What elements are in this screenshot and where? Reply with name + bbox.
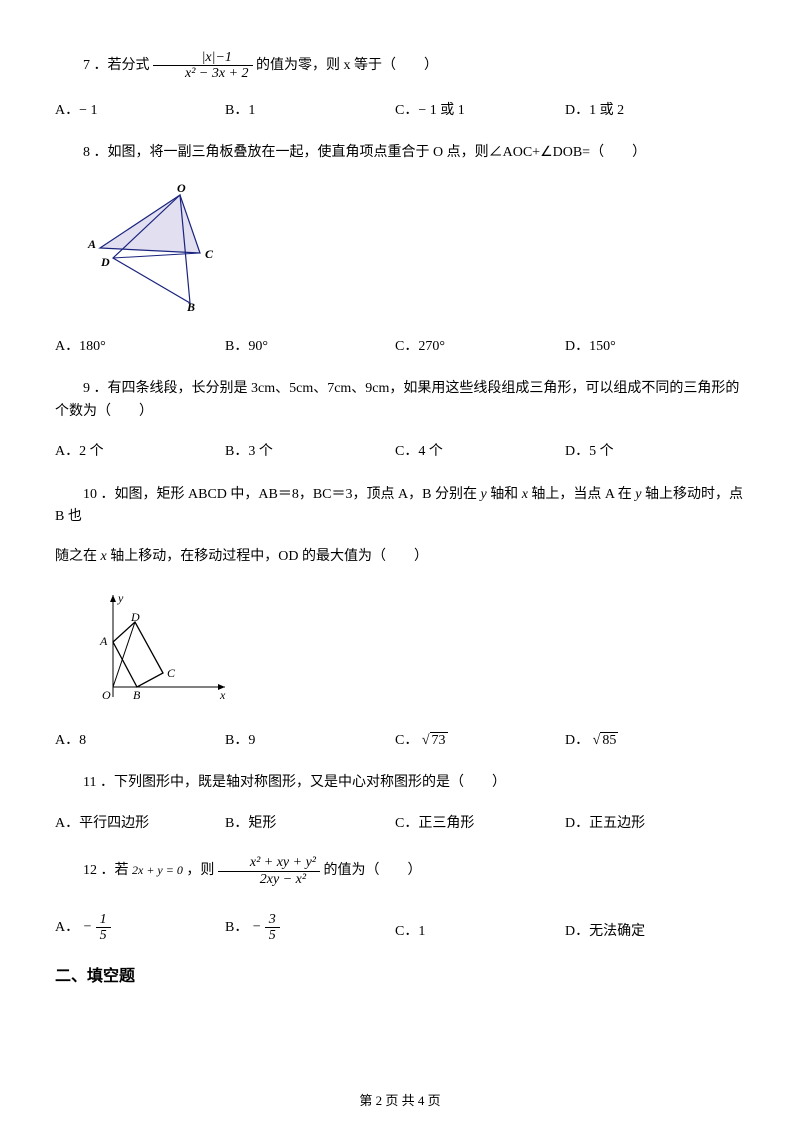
q10-label-a: A [99,634,108,648]
q12-suffix: 的值为（ ） [324,863,422,878]
q7-num: 7 [83,58,90,73]
q10-optd-sqrt: √85 [593,730,619,752]
q10-l1y: y [480,487,486,502]
q12-opta-label: A． [55,920,79,935]
q8-label-o: O [177,183,186,195]
q8-figure: O A D C B [85,183,745,321]
question-10: 10 ．如图，矩形 ABCD 中，AB＝8，BC＝3，顶点 A，B 分别在 y … [55,484,745,529]
q12-opta-frac: 1 5 [96,912,111,944]
question-7: 7 ．若分式 |x|−1 x² − 3x + 2 的值为零，则 x 等于（ ） [55,50,745,82]
q12-optb-label: B． [225,920,248,935]
q10-label-o: O [102,688,111,702]
q7-opt-c: C．− 1 或 1 [395,100,565,122]
q9-opt-d: D．5 个 [565,441,745,463]
q10-figure: y x O A D B C [85,587,745,715]
question-9: 9 ．有四条线段，长分别是 3cm、5cm、7cm、9cm，如果用这些线段组成三… [55,378,745,423]
q10-optd-prefix: D． [565,733,589,748]
q10-label-y: y [117,591,124,605]
q8-label-b: B [186,300,195,313]
q11-opt-c: C．正三角形 [395,813,565,835]
q10-rect [113,622,163,687]
q10-l1b: 轴和 [490,487,518,502]
q9-opt-c: C．4 个 [395,441,565,463]
q12-cond: 2x + y = 0 [132,863,183,877]
q12-optb-den: 5 [265,928,280,943]
q8-opt-b: B．90° [225,336,395,358]
q10-l1c: 轴上，当点 A 在 [531,487,631,502]
q10-options: A．8 B．9 C． √73 D． √85 [55,730,745,752]
q10-label-b: B [133,688,141,702]
q12-optb-frac: 3 5 [265,912,280,944]
q10-yarrow [110,595,116,602]
q7-opt-a: A．− 1 [55,100,225,122]
q10-label-c: C [167,666,176,680]
question-10-line2: 随之在 x 轴上移动，在移动过程中，OD 的最大值为（ ） [55,546,745,568]
q11-opt-a: A．平行四边形 [55,813,225,835]
q7-opt-d: D．1 或 2 [565,100,745,122]
q10-opt-d: D． √85 [565,730,745,752]
q7-options: A．− 1 B．1 C．− 1 或 1 D．1 或 2 [55,100,745,122]
q12-fraction: x² + xy + y² 2xy − x² [218,855,320,887]
q7-frac-num: |x|−1 [153,50,253,66]
q12-optb-num: 3 [265,912,280,928]
q11-options: A．平行四边形 B．矩形 C．正三角形 D．正五边形 [55,813,745,835]
q9-opt-b: B．3 个 [225,441,395,463]
q7-frac-den: x² − 3x + 2 [153,66,253,81]
q10-l1a: 10 ．如图，矩形 ABCD 中，AB＝8，BC＝3，顶点 A，B 分别在 [83,487,477,502]
question-11: 11 ．下列图形中，既是轴对称图形，又是中心对称图形的是（ ） [55,772,745,794]
q8-label-d: D [100,255,110,269]
question-8: 8 ．如图，将一副三角板叠放在一起，使直角项点重合于 O 点，则∠AOC+∠DO… [55,142,745,164]
q10-l1x: x [522,487,528,502]
q9-options: A．2 个 B．3 个 C．4 个 D．5 个 [55,441,745,463]
q12-opt-a: A． − 1 5 [55,912,225,944]
q12-frac-num: x² + xy + y² [218,855,320,871]
q10-l1y2: y [635,487,641,502]
q12-opta-den: 5 [96,928,111,943]
q8-opt-c: C．270° [395,336,565,358]
q10-label-x: x [219,688,226,702]
q10-optc-sqrt: √73 [422,730,448,752]
q12-opt-d: D．无法确定 [565,921,745,943]
page-footer: 第 2 页 共 4 页 [0,1091,800,1112]
q12-options: A． − 1 5 B． − 3 5 C．1 D．无法确定 [55,912,745,944]
q12-opt-b: B． − 3 5 [225,912,395,944]
q8-opt-a: A．180° [55,336,225,358]
question-12: 12 ．若 2x + y = 0 ，则 x² + xy + y² 2xy − x… [55,855,745,887]
q11-opt-d: D．正五边形 [565,813,745,835]
q8-line [113,253,200,258]
q12-opt-c: C．1 [395,921,565,943]
q10-opt-a: A．8 [55,730,225,752]
q8-label-c: C [205,247,214,261]
q10-l2b: 轴上移动，在移动过程中，OD 的最大值为（ ） [110,549,428,564]
q12-opta-num: 1 [96,912,111,928]
q12-prefix: 12 ．若 [83,863,129,878]
section-2-title: 二、填空题 [55,964,745,990]
q10-opt-b: B．9 [225,730,395,752]
q8-options: A．180° B．90° C．270° D．150° [55,336,745,358]
q7-suffix: 的值为零，则 x 等于（ ） [256,58,438,73]
q7-opt-b: B．1 [225,100,395,122]
q10-label-d: D [130,610,140,624]
q10-l2a: 随之在 [55,549,97,564]
q9-opt-a: A．2 个 [55,441,225,463]
q7-prefix: ．若分式 [94,58,150,73]
q10-l2x: x [101,549,107,564]
q10-optc-prefix: C． [395,733,418,748]
q10-opt-c: C． √73 [395,730,565,752]
q8-opt-d: D．150° [565,336,745,358]
q8-label-a: A [87,237,96,251]
q7-fraction: |x|−1 x² − 3x + 2 [153,50,253,82]
q11-opt-b: B．矩形 [225,813,395,835]
q12-mid: ，则 [186,863,214,878]
q12-frac-den: 2xy − x² [218,872,320,887]
